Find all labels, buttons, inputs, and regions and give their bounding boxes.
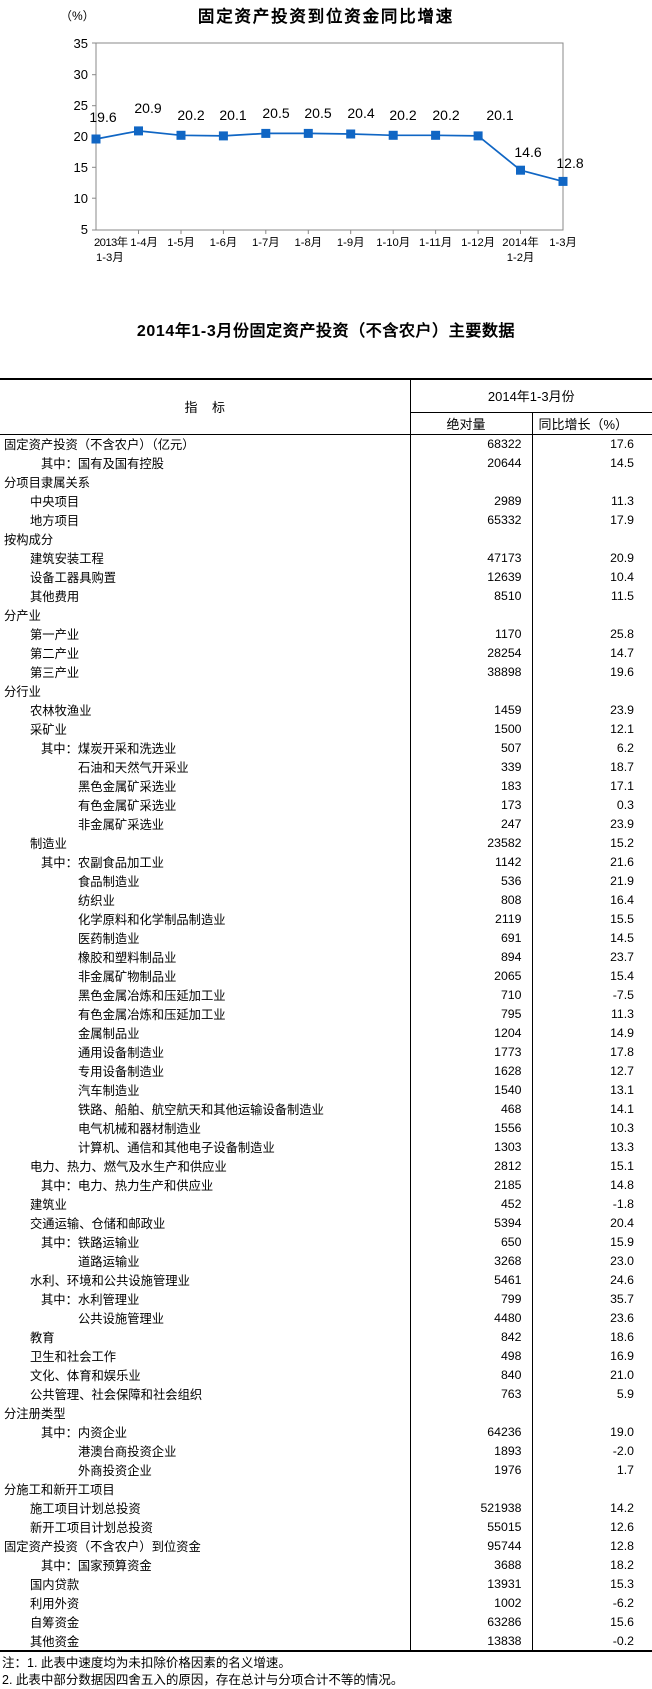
svg-text:35: 35 bbox=[74, 36, 88, 51]
svg-text:2013年: 2013年 bbox=[94, 235, 128, 249]
svg-text:1-8月: 1-8月 bbox=[294, 237, 322, 249]
svg-text:30: 30 bbox=[74, 67, 88, 82]
svg-text:14.6: 14.6 bbox=[514, 144, 541, 160]
svg-text:20.2: 20.2 bbox=[432, 107, 459, 123]
svg-text:20.9: 20.9 bbox=[134, 100, 161, 116]
svg-text:1-9月: 1-9月 bbox=[337, 237, 365, 249]
svg-text:20.1: 20.1 bbox=[486, 107, 513, 123]
svg-text:1-10月: 1-10月 bbox=[376, 237, 410, 249]
svg-text:1-12月: 1-12月 bbox=[461, 237, 495, 249]
svg-text:20.2: 20.2 bbox=[389, 107, 416, 123]
svg-text:20.1: 20.1 bbox=[219, 107, 246, 123]
svg-text:10: 10 bbox=[74, 191, 88, 206]
svg-text:5: 5 bbox=[81, 222, 88, 237]
svg-text:20.5: 20.5 bbox=[304, 105, 331, 121]
svg-text:1-4月: 1-4月 bbox=[130, 237, 158, 249]
svg-text:2014年: 2014年 bbox=[502, 235, 538, 249]
svg-text:19.6: 19.6 bbox=[89, 109, 116, 125]
svg-text:1-6月: 1-6月 bbox=[210, 237, 238, 249]
svg-text:20.2: 20.2 bbox=[177, 107, 204, 123]
svg-text:1-3月: 1-3月 bbox=[549, 237, 577, 249]
svg-text:1-5月: 1-5月 bbox=[167, 237, 195, 249]
svg-text:1-11月: 1-11月 bbox=[419, 237, 452, 249]
svg-text:20: 20 bbox=[74, 129, 88, 144]
svg-text:20.4: 20.4 bbox=[347, 105, 374, 121]
svg-text:15: 15 bbox=[74, 160, 88, 175]
svg-text:1-3月: 1-3月 bbox=[96, 252, 124, 264]
svg-text:（%）: （%） bbox=[60, 9, 95, 23]
svg-text:12.8: 12.8 bbox=[556, 155, 583, 171]
svg-text:1-7月: 1-7月 bbox=[252, 237, 280, 249]
svg-text:1-2月: 1-2月 bbox=[507, 252, 535, 264]
svg-text:20.5: 20.5 bbox=[262, 105, 289, 121]
svg-text:25: 25 bbox=[74, 98, 88, 113]
